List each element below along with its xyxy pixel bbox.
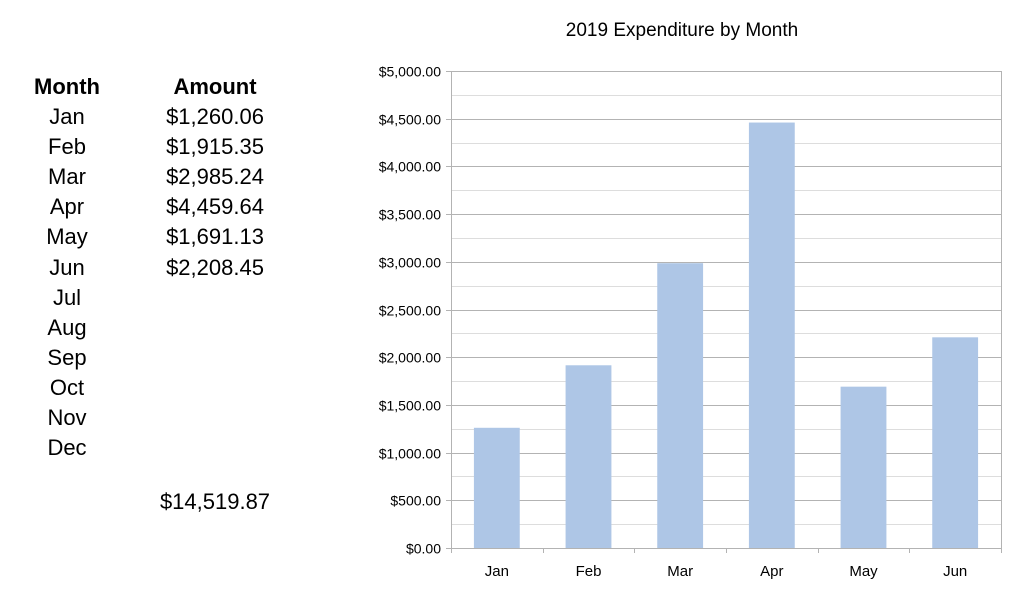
x-tick-label: Mar <box>667 563 693 580</box>
x-tick-label: May <box>849 563 878 580</box>
bar-may <box>840 386 887 548</box>
y-tick-labels: $0.00 $500.00 $1,000.00 $1,500.00 $2,000.00 $… <box>379 64 442 557</box>
axes <box>451 71 1002 553</box>
expenditure-table: Month Amount Jan $1,260.06 Feb $1,915.35 Mar… <box>0 0 330 591</box>
month-column-header: Month <box>34 74 100 99</box>
month-cell: Apr <box>49 194 85 220</box>
amount-cell: $1,691.13 <box>166 224 264 250</box>
month-cell: Sep <box>47 344 87 370</box>
month-cell: Feb <box>48 134 86 160</box>
amount-cell: $2,985.24 <box>166 164 264 190</box>
month-cell: Mar <box>48 164 86 190</box>
y-tick-label: $3,000.00 <box>379 255 441 271</box>
bar-feb <box>565 365 612 548</box>
amount-cell: $1,915.35 <box>166 134 264 160</box>
y-tick-label: $4,500.00 <box>379 112 441 128</box>
y-tick-label: $500.00 <box>390 493 441 509</box>
x-tick-label: Jan <box>485 563 509 580</box>
x-tick-label: Jun <box>943 563 967 580</box>
amount-column-header: Amount <box>173 74 257 99</box>
y-tick-label: $0.00 <box>406 541 441 557</box>
month-cell: Jun <box>49 254 85 280</box>
y-tick-label: $1,000.00 <box>379 446 441 462</box>
month-cell: Dec <box>47 435 87 461</box>
x-tick-label: Apr <box>760 563 783 580</box>
gridlines <box>446 71 1001 549</box>
chart-title: 2019 Expenditure by Month <box>566 20 798 41</box>
bar-apr <box>748 122 795 548</box>
month-cell: May <box>46 224 88 250</box>
total-amount: $14,519.87 <box>159 489 271 514</box>
amount-cell: $2,208.45 <box>166 254 264 280</box>
month-cell: Oct <box>49 374 85 400</box>
bar-jan <box>473 427 520 548</box>
y-tick-label: $4,000.00 <box>379 159 441 175</box>
bar-mar <box>657 263 704 548</box>
bars <box>473 122 979 548</box>
bar-jun <box>932 337 979 548</box>
x-tick-label: Feb <box>576 563 602 580</box>
month-cell: Jul <box>52 284 82 310</box>
y-tick-label: $5,000.00 <box>379 64 441 80</box>
month-cell: Aug <box>47 314 87 340</box>
y-tick-label: $1,500.00 <box>379 398 441 414</box>
y-tick-label: $2,000.00 <box>379 350 441 366</box>
amount-cell: $1,260.06 <box>166 104 264 129</box>
month-cell: Jan <box>49 104 85 129</box>
y-tick-label: $3,500.00 <box>379 207 441 223</box>
amount-cell: $4,459.64 <box>166 194 264 220</box>
month-cell: Nov <box>47 405 87 430</box>
y-tick-label: $2,500.00 <box>379 303 441 319</box>
x-tick-labels: Jan Feb Mar Apr May Jun <box>485 563 968 580</box>
